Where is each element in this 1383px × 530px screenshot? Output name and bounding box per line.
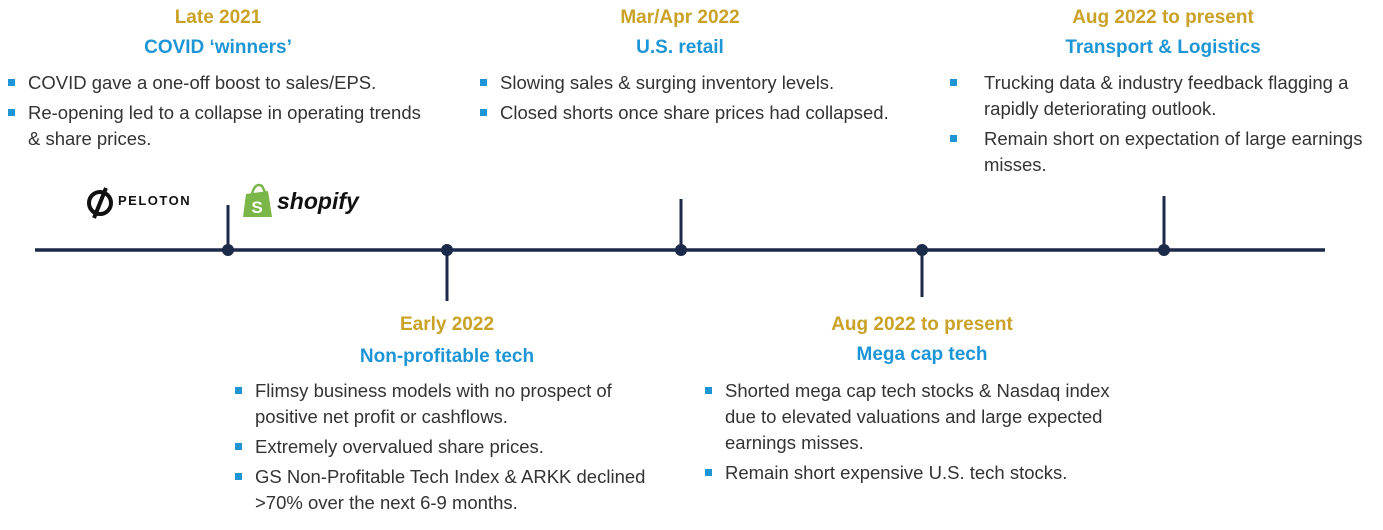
dot [1158,244,1170,256]
period: Early 2022 [399,314,495,335]
bullet: Remain short on expectation of large ear… [950,126,1375,178]
bullet: GS Non-Profitable Tech Index & ARKK decl… [235,464,655,516]
bullet-list: Slowing sales & surging inventory levels… [480,70,900,130]
dot [222,244,234,256]
bullet: Re-opening led to a collapse in operatin… [8,100,433,152]
event-title: Transport & Logistics [1065,37,1261,58]
event-title: COVID ‘winners’ [144,37,292,58]
svg-text:S: S [251,198,262,217]
bullet: Slowing sales & surging inventory levels… [480,70,900,96]
period: Aug 2022 to present [831,314,1013,335]
dot [916,244,928,256]
bullet-list: COVID gave a one-off boost to sales/EPS.… [8,70,433,156]
logo-text: shopify [277,188,359,214]
shopify-icon: S [243,183,272,217]
bullet: Flimsy business models with no prospect … [235,378,655,430]
bullet: Closed shorts once share prices had coll… [480,100,900,126]
bullet: Shorted mega cap tech stocks & Nasdaq in… [705,378,1120,456]
peloton-icon [87,187,113,219]
bullet: COVID gave a one-off boost to sales/EPS. [8,70,433,96]
bullet: Trucking data & industry feedback flaggi… [950,70,1375,122]
bullet-list: Shorted mega cap tech stocks & Nasdaq in… [705,378,1120,490]
period: Late 2021 [174,7,262,28]
event-title: U.S. retail [636,37,724,58]
event-title: Mega cap tech [856,344,988,365]
logo-text: PELOTON [118,193,192,208]
period: Aug 2022 to present [1072,7,1254,28]
bullet: Extremely overvalued share prices. [235,434,655,460]
event-title: Non-profitable tech [359,346,535,367]
dot [675,244,687,256]
bullet-list: Trucking data & industry feedback flaggi… [950,70,1375,182]
dot [441,244,453,256]
bullet-list: Flimsy business models with no prospect … [235,378,655,520]
period: Mar/Apr 2022 [620,7,740,28]
bullet: Remain short expensive U.S. tech stocks. [705,460,1120,486]
